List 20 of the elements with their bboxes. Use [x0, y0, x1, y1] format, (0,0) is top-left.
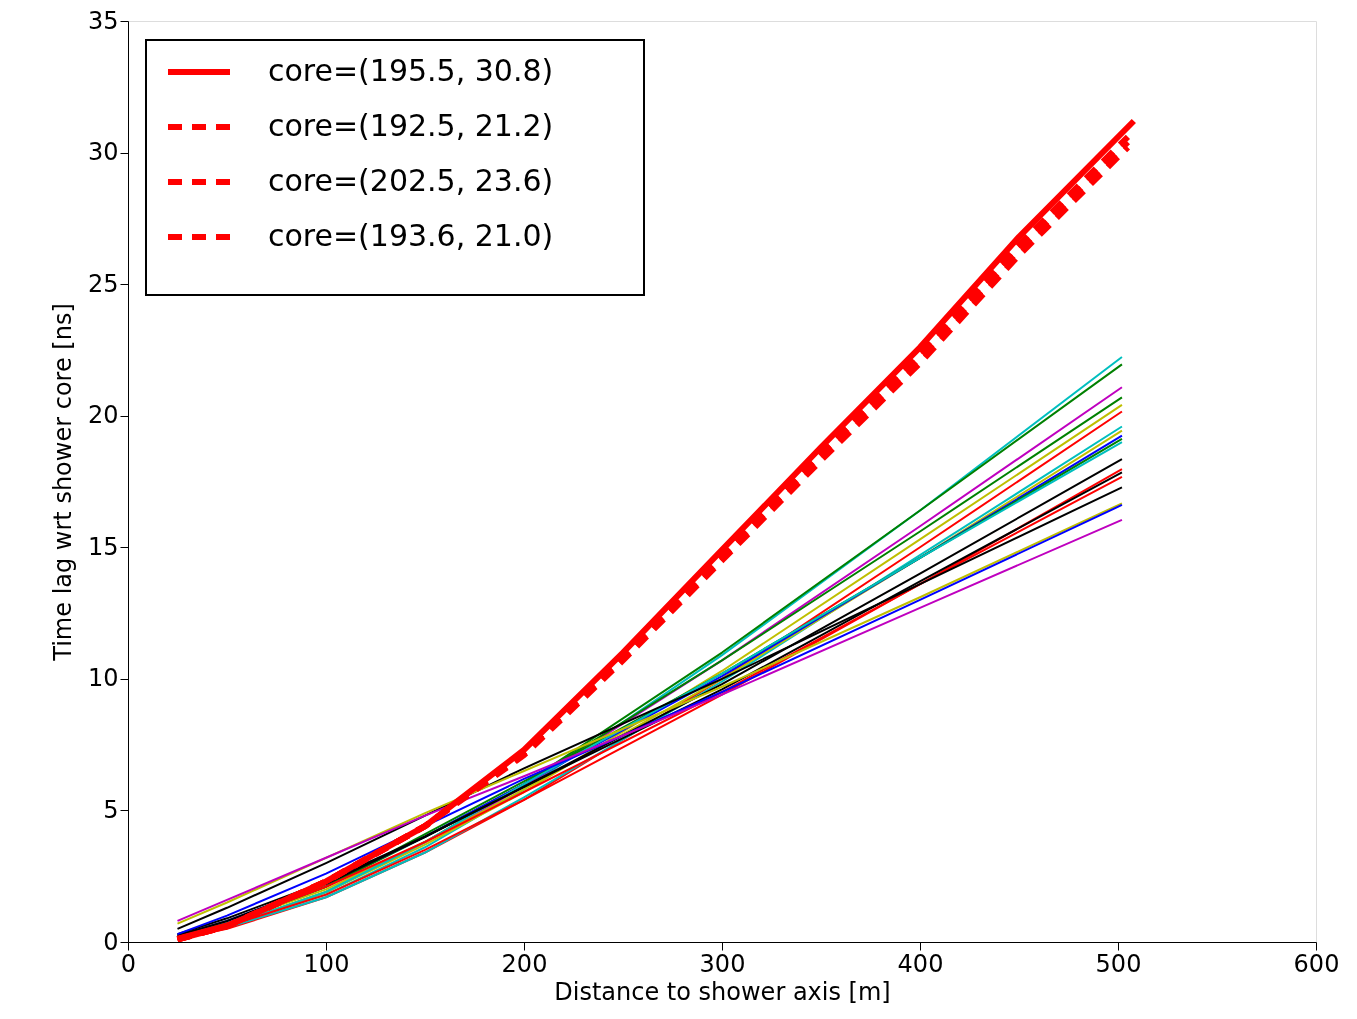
x-tick-label: 300 — [699, 949, 746, 978]
y-axis-title: Time lag wrt shower core [ns] — [48, 303, 77, 662]
y-tick-label: 25 — [87, 269, 119, 298]
x-tick-label: 400 — [897, 949, 944, 978]
legend-label: core=(202.5, 23.6) — [268, 163, 554, 198]
x-tick-label: 600 — [1293, 949, 1340, 978]
y-tick-label: 20 — [87, 401, 119, 430]
y-tick-label: 0 — [103, 927, 119, 956]
x-tick-label: 100 — [303, 949, 350, 978]
legend-label: core=(192.5, 21.2) — [268, 108, 554, 143]
y-tick-label: 5 — [103, 795, 119, 824]
y-tick-label: 15 — [87, 532, 119, 561]
y-tick-label: 30 — [87, 138, 119, 167]
legend-label: core=(193.6, 21.0) — [268, 218, 554, 253]
y-tick-label: 10 — [87, 664, 119, 693]
y-tick-label: 35 — [87, 6, 119, 35]
x-axis-title: Distance to shower axis [m] — [554, 977, 891, 1006]
x-tick-label: 500 — [1095, 949, 1142, 978]
legend-label: core=(195.5, 30.8) — [268, 53, 554, 88]
x-tick-label: 200 — [501, 949, 548, 978]
